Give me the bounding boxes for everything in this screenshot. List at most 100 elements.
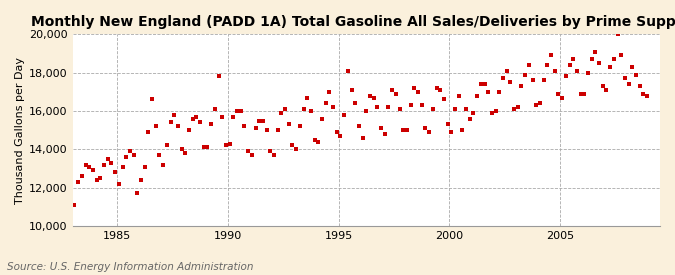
Point bbox=[309, 138, 320, 142]
Point bbox=[261, 128, 272, 132]
Point bbox=[306, 109, 317, 113]
Point bbox=[590, 50, 601, 54]
Point bbox=[339, 112, 350, 117]
Point bbox=[575, 92, 586, 96]
Point bbox=[383, 105, 394, 109]
Point bbox=[161, 143, 172, 148]
Point bbox=[103, 157, 113, 161]
Point bbox=[265, 149, 275, 153]
Point bbox=[158, 163, 169, 167]
Point bbox=[630, 72, 641, 77]
Point bbox=[627, 65, 638, 69]
Point bbox=[279, 107, 290, 111]
Point bbox=[324, 90, 335, 94]
Point bbox=[361, 109, 372, 113]
Point bbox=[553, 92, 564, 96]
Point bbox=[246, 153, 257, 157]
Point bbox=[454, 94, 464, 98]
Y-axis label: Thousand Gallons per Day: Thousand Gallons per Day bbox=[15, 57, 25, 204]
Point bbox=[176, 147, 187, 152]
Title: Monthly New England (PADD 1A) Total Gasoline All Sales/Deliveries by Prime Suppl: Monthly New England (PADD 1A) Total Gaso… bbox=[31, 15, 675, 29]
Point bbox=[191, 114, 202, 119]
Point bbox=[313, 139, 324, 144]
Point bbox=[634, 84, 645, 88]
Point bbox=[435, 88, 446, 92]
Point bbox=[302, 95, 313, 100]
Point bbox=[294, 124, 305, 128]
Point bbox=[427, 107, 438, 111]
Point bbox=[69, 203, 80, 207]
Point bbox=[321, 101, 331, 106]
Point bbox=[402, 128, 412, 132]
Point bbox=[442, 122, 453, 127]
Point bbox=[542, 63, 553, 67]
Point bbox=[346, 88, 357, 92]
Point bbox=[472, 94, 483, 98]
Point bbox=[531, 103, 541, 108]
Point bbox=[468, 111, 479, 115]
Point bbox=[317, 116, 327, 121]
Point bbox=[206, 122, 217, 127]
Point bbox=[557, 95, 568, 100]
Point bbox=[76, 174, 87, 178]
Point bbox=[457, 128, 468, 132]
Point bbox=[154, 153, 165, 157]
Point bbox=[583, 70, 593, 75]
Point bbox=[331, 130, 342, 134]
Point bbox=[169, 112, 180, 117]
Point bbox=[560, 74, 571, 79]
Point bbox=[420, 126, 431, 130]
Point bbox=[523, 63, 534, 67]
Point bbox=[132, 191, 142, 196]
Point bbox=[364, 94, 375, 98]
Point bbox=[357, 136, 368, 140]
Point bbox=[146, 97, 157, 102]
Point bbox=[95, 176, 106, 180]
Point bbox=[327, 105, 338, 109]
Point bbox=[151, 124, 161, 128]
Point bbox=[335, 134, 346, 138]
Point bbox=[165, 120, 176, 125]
Point bbox=[342, 68, 353, 73]
Point bbox=[376, 126, 387, 130]
Point bbox=[228, 114, 239, 119]
Point bbox=[350, 101, 360, 106]
Point bbox=[254, 118, 265, 123]
Point bbox=[276, 111, 287, 115]
Point bbox=[143, 130, 154, 134]
Point bbox=[412, 90, 423, 94]
Point bbox=[198, 145, 209, 150]
Point bbox=[369, 95, 379, 100]
Point bbox=[180, 151, 191, 155]
Point bbox=[124, 149, 135, 153]
Point bbox=[239, 124, 250, 128]
Point bbox=[236, 109, 246, 113]
Point bbox=[110, 170, 121, 174]
Point bbox=[287, 143, 298, 148]
Point bbox=[284, 122, 294, 127]
Point bbox=[593, 61, 604, 65]
Point bbox=[494, 90, 505, 94]
Point bbox=[424, 130, 435, 134]
Point bbox=[520, 72, 531, 77]
Point bbox=[512, 105, 523, 109]
Point bbox=[354, 124, 364, 128]
Point bbox=[372, 105, 383, 109]
Point bbox=[224, 141, 235, 146]
Point bbox=[464, 116, 475, 121]
Point bbox=[416, 103, 427, 108]
Point bbox=[84, 164, 95, 169]
Point bbox=[202, 145, 213, 150]
Point bbox=[431, 86, 442, 90]
Point bbox=[535, 101, 545, 106]
Point bbox=[390, 92, 401, 96]
Point bbox=[620, 76, 630, 81]
Point bbox=[232, 109, 242, 113]
Point bbox=[106, 161, 117, 165]
Point bbox=[475, 82, 486, 86]
Point bbox=[405, 103, 416, 108]
Point bbox=[527, 78, 538, 82]
Point bbox=[379, 132, 390, 136]
Point bbox=[121, 155, 132, 159]
Point bbox=[439, 97, 450, 102]
